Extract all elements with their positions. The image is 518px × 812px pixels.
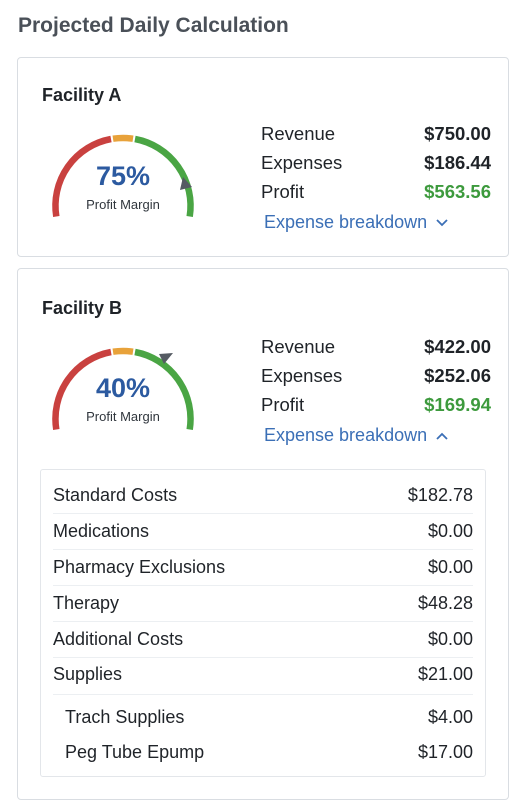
expense-breakdown-label: Expense breakdown — [264, 425, 428, 445]
gauge-pointer — [180, 177, 192, 190]
expenses-row: Expenses $186.44 — [261, 148, 491, 177]
revenue-row: Revenue $422.00 — [261, 332, 491, 361]
profit-value: $563.56 — [424, 180, 491, 202]
breakdown-value: $48.28 — [417, 593, 473, 613]
breakdown-row: Standard Costs $182.78 — [53, 478, 473, 514]
page-title: Projected Daily Calculation — [18, 14, 289, 37]
facility-card-a: Facility A 75% Profit Margin Revenue $75… — [17, 57, 509, 257]
profit-margin-gauge: 75% Profit Margin — [48, 120, 198, 224]
divider — [53, 694, 473, 695]
margin-percent: 75% — [95, 161, 151, 191]
breakdown-row: Medications $0.00 — [53, 514, 473, 550]
gauge-red-segment — [52, 135, 112, 218]
margin-label: Profit Margin — [86, 409, 160, 424]
revenue-value: $750.00 — [424, 122, 491, 144]
breakdown-row: Pharmacy Exclusions $0.00 — [53, 550, 473, 586]
gauge-pointer — [159, 353, 173, 364]
expenses-label: Expenses — [261, 151, 343, 173]
breakdown-label: Pharmacy Exclusions — [53, 557, 226, 577]
breakdown-value: $0.00 — [427, 521, 473, 541]
expense-breakdown-toggle[interactable]: Expense breakdown — [264, 425, 449, 446]
breakdown-subrow: Trach Supplies $4.00 — [65, 700, 473, 735]
expenses-row: Expenses $252.06 — [261, 361, 491, 390]
breakdown-value: $0.00 — [427, 629, 473, 649]
expenses-value: $186.44 — [424, 151, 491, 173]
breakdown-value: $182.78 — [407, 485, 473, 505]
breakdown-value: $4.00 — [427, 707, 473, 727]
gauge-svg — [52, 134, 194, 218]
breakdown-label: Supplies — [53, 664, 123, 684]
gauge-green-segment — [134, 135, 194, 218]
breakdown-label: Medications — [53, 521, 150, 541]
breakdown-row: Therapy $48.28 — [53, 586, 473, 622]
margin-label: Profit Margin — [86, 197, 160, 212]
facility-card-b: Facility B 40% Profit Margin Revenue $42… — [17, 268, 509, 800]
facility-name: Facility A — [42, 85, 122, 105]
gauge-orange-segment — [112, 347, 134, 355]
breakdown-row: Additional Costs $0.00 — [53, 622, 473, 658]
facility-stats: Revenue $422.00 Expenses $252.06 Profit … — [261, 332, 491, 419]
revenue-value: $422.00 — [424, 335, 491, 357]
profit-row: Profit $169.94 — [261, 390, 491, 419]
chevron-down-icon — [435, 212, 449, 233]
breakdown-row: Supplies $21.00 — [53, 657, 473, 692]
profit-margin-gauge: 40% Profit Margin — [48, 333, 198, 437]
expense-breakdown-label: Expense breakdown — [264, 212, 428, 232]
profit-label: Profit — [261, 180, 305, 202]
breakdown-value: $0.00 — [427, 557, 473, 577]
breakdown-subrow: Peg Tube Epump $17.00 — [65, 735, 473, 770]
margin-percent: 40% — [95, 373, 151, 403]
revenue-row: Revenue $750.00 — [261, 119, 491, 148]
revenue-label: Revenue — [261, 122, 336, 144]
breakdown-label: Peg Tube Epump — [65, 742, 205, 762]
profit-row: Profit $563.56 — [261, 177, 491, 206]
breakdown-label: Standard Costs — [53, 485, 178, 505]
gauge-red-segment — [52, 348, 112, 431]
chevron-up-icon — [435, 425, 449, 446]
breakdown-value: $21.00 — [417, 664, 473, 684]
gauge-orange-segment — [112, 134, 134, 142]
breakdown-value: $17.00 — [417, 742, 473, 762]
expenses-value: $252.06 — [424, 364, 491, 386]
expenses-label: Expenses — [261, 364, 343, 386]
expense-breakdown-table: Standard Costs $182.78 Medications $0.00… — [40, 469, 486, 777]
gauge-svg — [52, 347, 194, 431]
gauge-green-segment — [134, 348, 194, 431]
profit-value: $169.94 — [424, 393, 491, 415]
expense-breakdown-toggle[interactable]: Expense breakdown — [264, 212, 449, 233]
facility-stats: Revenue $750.00 Expenses $186.44 Profit … — [261, 119, 491, 206]
revenue-label: Revenue — [261, 335, 336, 357]
facility-name: Facility B — [42, 298, 123, 318]
breakdown-label: Additional Costs — [53, 629, 184, 649]
breakdown-label: Therapy — [53, 593, 120, 613]
profit-label: Profit — [261, 393, 305, 415]
breakdown-label: Trach Supplies — [65, 707, 185, 727]
